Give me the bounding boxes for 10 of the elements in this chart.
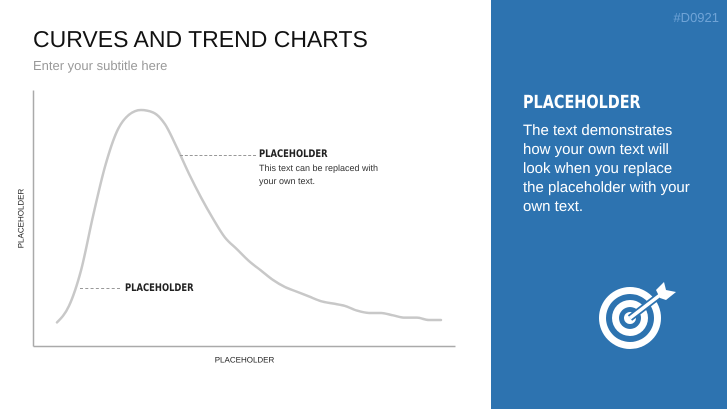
chart-title: CURVES AND TREND CHARTS bbox=[33, 26, 368, 53]
chart-subtitle: Enter your subtitle here bbox=[33, 58, 168, 73]
text: PLACEHOLDER bbox=[523, 92, 641, 113]
text: #D0921 bbox=[673, 10, 719, 25]
x-axis-title: PLACEHOLDER bbox=[214, 356, 275, 364]
annotation: PLACEHOLDER bbox=[259, 148, 328, 160]
text: The text demonstrates how your own text will look when you replace the placeholder with your own text. bbox=[523, 121, 691, 216]
y-axis-title: PLACEHOLDER bbox=[16, 188, 26, 248]
annotation: This text can be replaced with your own text. bbox=[259, 162, 379, 188]
annotation: PLACEHOLDER bbox=[125, 282, 194, 294]
